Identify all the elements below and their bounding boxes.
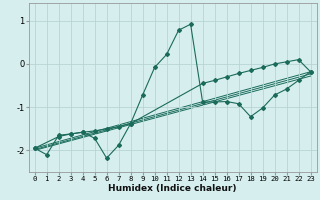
X-axis label: Humidex (Indice chaleur): Humidex (Indice chaleur) <box>108 184 237 193</box>
